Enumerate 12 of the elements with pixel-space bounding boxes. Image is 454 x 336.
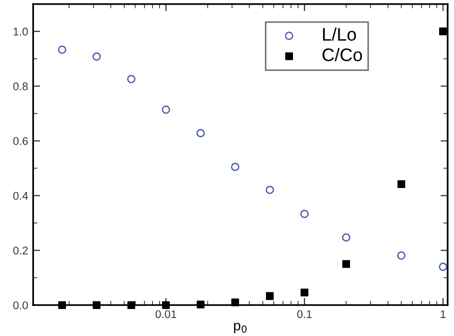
y-tick-label: 1.0 — [14, 28, 28, 36]
legend-label: L/Lo — [323, 28, 356, 41]
y-tick-label: 0.8 — [13, 82, 28, 90]
legend-label: C/Co — [322, 48, 362, 62]
x-tick-label: 1 — [440, 310, 446, 318]
y-tick-label: 0.6 — [13, 137, 28, 146]
x-tick-label: 0.1 — [297, 310, 312, 318]
y-tick-label: 0.0 — [13, 301, 28, 310]
x-tick-label: 0.01 — [156, 310, 176, 318]
x-axis-title: p$_{0}$ — [234, 322, 247, 334]
y-tick-label: 0.2 — [13, 246, 28, 254]
y-tick-label: 0.4 — [13, 192, 28, 200]
